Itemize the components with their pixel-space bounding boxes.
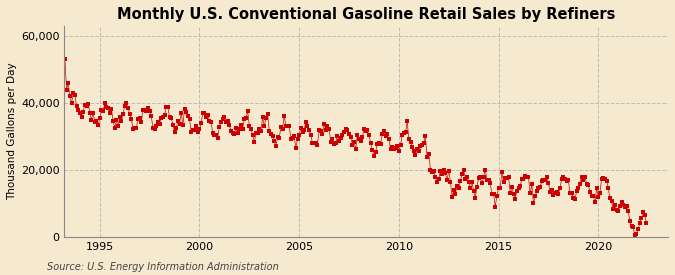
Text: Source: U.S. Energy Information Administration: Source: U.S. Energy Information Administ… <box>47 262 279 272</box>
Y-axis label: Thousand Gallons per Day: Thousand Gallons per Day <box>7 63 17 200</box>
Title: Monthly U.S. Conventional Gasoline Retail Sales by Refiners: Monthly U.S. Conventional Gasoline Retai… <box>117 7 615 22</box>
